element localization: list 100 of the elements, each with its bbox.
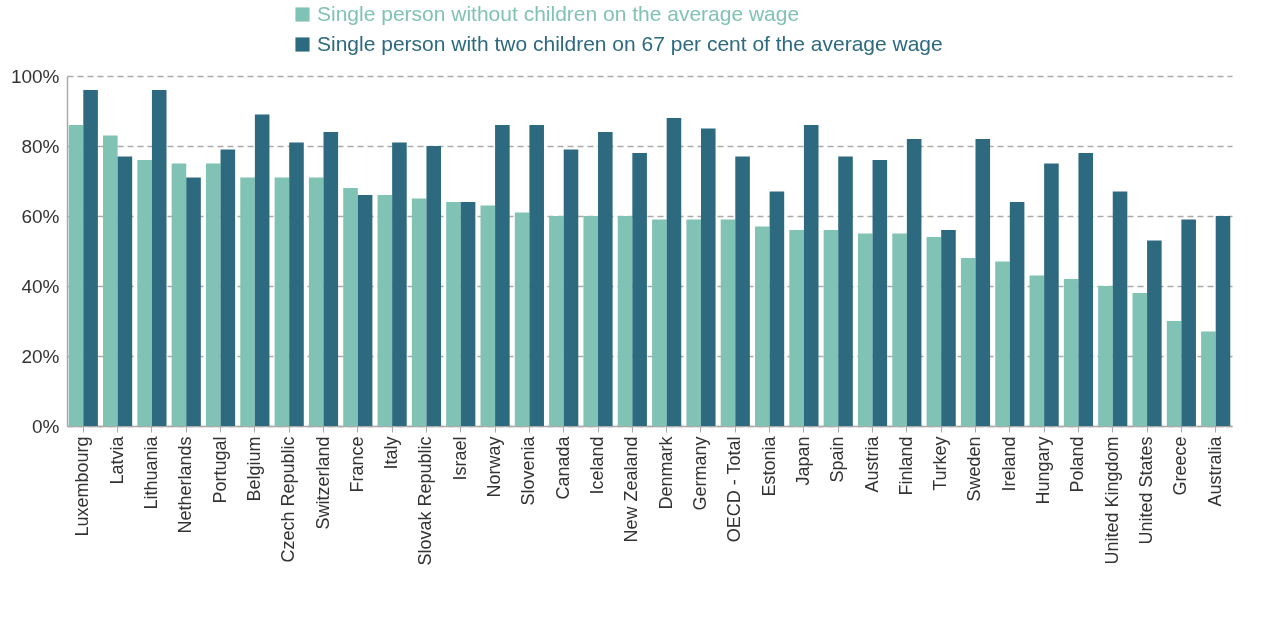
x-tick-label: Hungary — [1033, 436, 1054, 505]
x-tick-label: United States — [1136, 436, 1157, 545]
x-tick-label: Spain — [827, 436, 848, 483]
legend-label: Single person without children on the average wage — [317, 1, 800, 25]
bar — [1132, 293, 1148, 426]
bar — [83, 90, 98, 426]
bar — [632, 153, 647, 426]
x-tick-label: Slovenia — [518, 435, 539, 506]
bar — [563, 149, 579, 426]
y-tick-label: 20% — [21, 345, 60, 367]
bar — [514, 212, 530, 426]
x-tick-label: Lithuania — [140, 435, 161, 510]
bar — [652, 219, 667, 426]
x-tick-label: Israel — [449, 436, 470, 481]
bar — [1166, 321, 1182, 426]
x-tick-label: Luxembourg — [72, 436, 93, 537]
x-tick-label: Estonia — [758, 435, 779, 497]
bar — [1147, 240, 1162, 426]
x-tick-label: Latvia — [106, 435, 127, 485]
bar — [480, 205, 496, 426]
x-tick-label: Czech Republic — [278, 436, 299, 563]
bar — [151, 90, 167, 426]
bar — [803, 125, 819, 426]
bar — [411, 198, 427, 426]
bar — [700, 128, 716, 426]
bar — [995, 261, 1010, 426]
x-tick-label: Sweden — [964, 436, 985, 502]
bar — [377, 195, 393, 426]
bar — [598, 132, 613, 426]
x-tick-label: OECD - Total — [724, 436, 745, 543]
bar — [357, 195, 373, 426]
bar — [68, 125, 84, 426]
bar — [274, 177, 290, 426]
bar — [254, 114, 270, 426]
bar — [549, 216, 564, 426]
bar — [240, 177, 255, 426]
x-tick-label: Norway — [484, 436, 505, 498]
bar — [617, 216, 633, 426]
bar — [906, 139, 922, 426]
y-tick-label: 60% — [21, 205, 60, 227]
y-tick-label: 100% — [10, 65, 60, 87]
bar — [426, 146, 442, 426]
x-tick-label: Poland — [1067, 436, 1088, 493]
bar — [529, 125, 544, 426]
x-tick-label: Slovak Republic — [415, 436, 436, 566]
bar — [735, 156, 750, 426]
x-tick-label: Germany — [689, 436, 710, 511]
x-tick-label: Greece — [1170, 436, 1191, 496]
y-tick-label: 40% — [21, 275, 60, 297]
bar — [289, 142, 304, 426]
x-tick-label: Iceland — [587, 436, 608, 495]
x-tick-label: Netherlands — [175, 436, 196, 534]
x-tick-label: United Kingdom — [1101, 436, 1122, 565]
bar — [205, 163, 221, 426]
bar — [926, 237, 942, 426]
x-tick-label: New Zealand — [621, 436, 642, 543]
bar — [941, 230, 956, 426]
x-tick-label: Switzerland — [312, 436, 333, 530]
y-tick-label: 0% — [32, 415, 60, 437]
y-tick-label: 80% — [21, 135, 60, 157]
x-tick-label: Belgium — [243, 436, 264, 502]
x-tick-label: Japan — [792, 436, 813, 486]
bar — [1044, 163, 1059, 426]
bar — [1215, 216, 1231, 426]
legend-label: Single person with two children on 67 per cent of the average wage — [317, 31, 943, 55]
bar — [789, 230, 804, 426]
bar — [1078, 153, 1094, 426]
x-tick-label: Denmark — [655, 435, 676, 510]
bar — [686, 219, 701, 426]
x-tick-label: Austria — [861, 435, 882, 493]
bar — [872, 160, 888, 426]
bar — [1201, 331, 1216, 426]
bar — [186, 177, 201, 426]
bar — [495, 125, 510, 426]
bar — [583, 216, 599, 426]
bar — [392, 142, 407, 426]
bar — [857, 233, 873, 426]
bar — [1181, 219, 1196, 426]
bar — [666, 118, 682, 426]
bar — [137, 160, 152, 426]
x-tick-label: Finland — [895, 436, 916, 496]
bar — [323, 132, 339, 426]
bar — [975, 139, 991, 426]
bar — [220, 149, 236, 426]
bar — [960, 258, 976, 426]
bar — [823, 230, 839, 426]
bar — [308, 177, 324, 426]
x-tick-label: France — [346, 436, 367, 493]
x-tick-label: Turkey — [930, 436, 951, 491]
bar — [446, 202, 461, 426]
bar — [460, 202, 476, 426]
bar — [720, 219, 736, 426]
bar — [343, 188, 358, 426]
x-tick-label: Portugal — [209, 436, 230, 504]
x-tick-label: Italy — [381, 436, 402, 470]
x-tick-label: Australia — [1204, 435, 1225, 507]
bar — [769, 191, 785, 426]
bar — [838, 156, 853, 426]
bar — [1112, 191, 1128, 426]
bar — [755, 226, 770, 426]
